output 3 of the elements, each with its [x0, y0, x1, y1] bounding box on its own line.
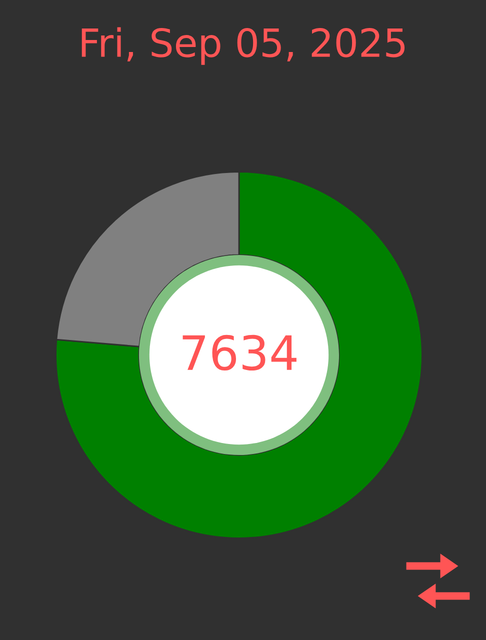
text: 7634 — [182, 334, 296, 371]
donut-slice — [55, 171, 423, 539]
chart-title: Fri, Sep 05, 2025 — [82, 27, 405, 65]
